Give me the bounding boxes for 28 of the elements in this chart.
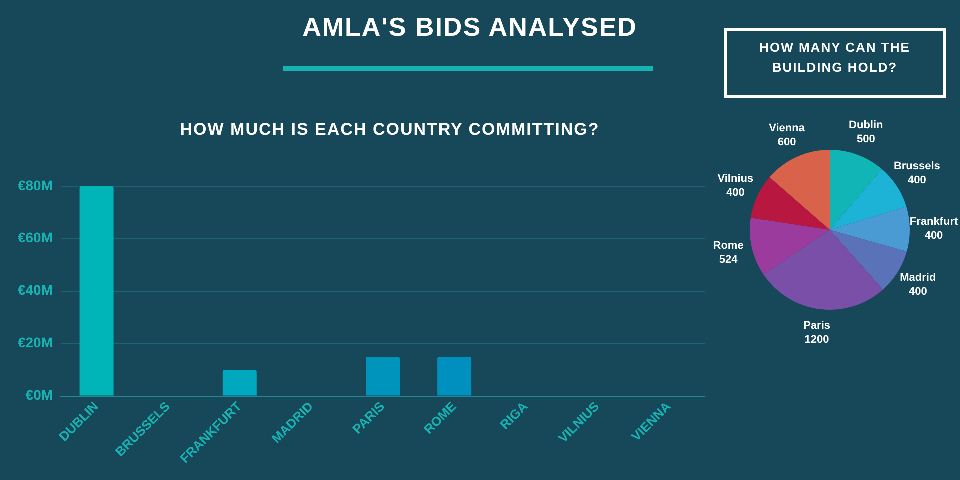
data-label: 524 [719,254,739,266]
y-tick-label: €20M [18,334,54,351]
slice-label: Rome [713,240,744,252]
y-tick-label: €80M [18,177,54,194]
slice-label: Brussels [894,160,940,172]
y-tick-label: €40M [18,282,54,298]
y-tick-label: €60M [18,230,54,246]
data-label: 400 [908,286,928,298]
bar [80,186,114,396]
y-tick-label: €0M [26,387,54,404]
chart-title: HOW MANY CAN THE BUILDING HOLD? [758,39,912,77]
data-label: 600 [778,136,796,148]
chart-subtitle: HOW MUCH IS EACH COUNTRY COMMITTING? [179,120,601,140]
slice-label: Vienna [769,122,806,134]
data-label: 400 [908,174,926,186]
chart-title: AMLA'S BIDS ANALYSED [302,12,638,43]
slice-label: Paris [804,320,830,332]
data-label: 500 [856,134,876,146]
data-label: 400 [726,187,745,200]
data-label: 1200 [804,334,830,346]
bar [366,356,400,396]
slice-label: Madrid [900,272,936,284]
slice-label: Frankfurt [910,216,958,228]
bar [438,356,472,396]
bar [222,370,257,396]
data-label: 400 [924,230,944,242]
slice-label: Dublin [849,120,884,132]
slice-label: Vilnius [718,173,754,186]
